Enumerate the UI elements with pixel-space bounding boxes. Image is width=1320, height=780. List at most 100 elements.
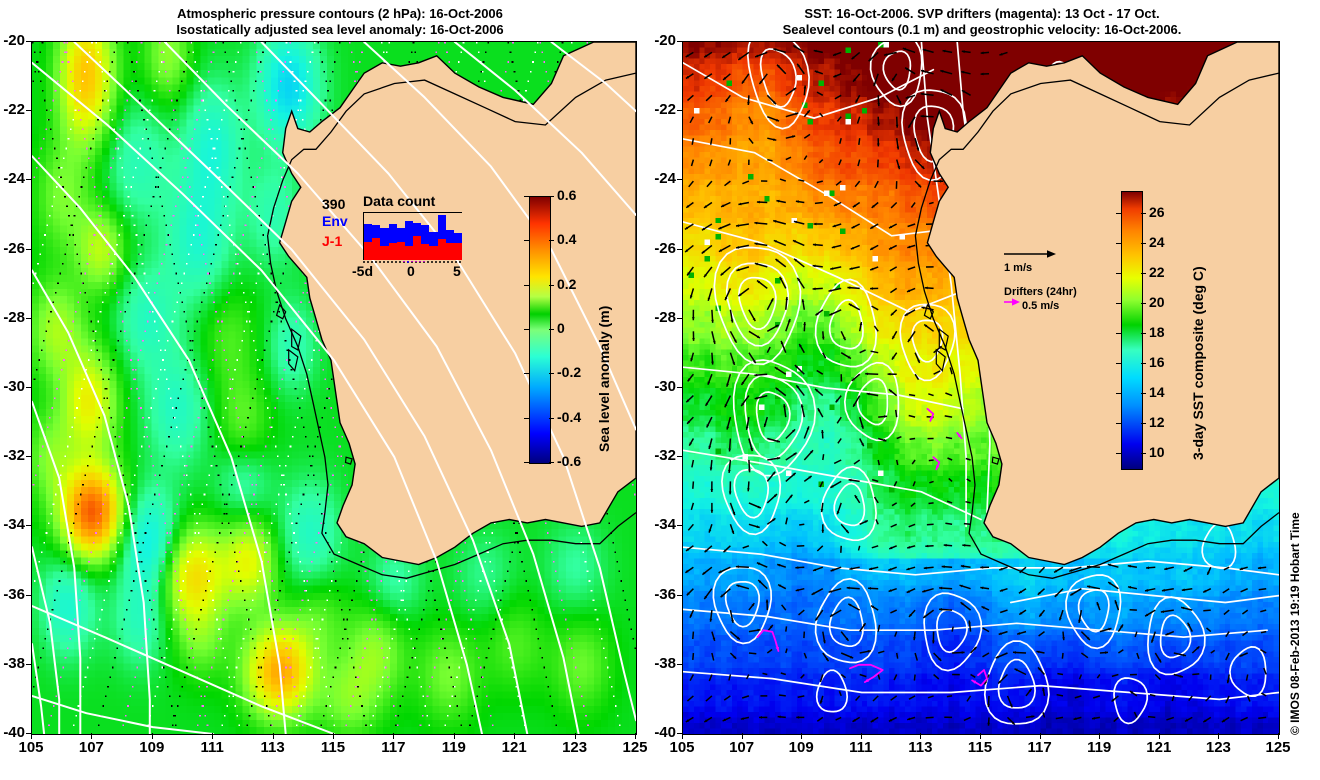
colorbar-tick-mark xyxy=(524,417,529,419)
colorbar-tick-label: 10 xyxy=(1149,444,1165,460)
x-axis-tick-label: 117 xyxy=(368,739,418,756)
x-axis-tick-label: 117 xyxy=(1015,739,1065,756)
x-axis-tick-label: 111 xyxy=(836,739,886,756)
colorbar-tick-mark xyxy=(549,284,554,286)
x-axis-tick-mark xyxy=(1039,733,1041,739)
y-axis-tick-mark xyxy=(26,733,32,734)
y-axis-tick-mark xyxy=(26,456,32,458)
colorbar-tick-label: 0 xyxy=(557,320,565,336)
inset-bar-j1-segment xyxy=(396,241,405,260)
x-axis-tick-label: 105 xyxy=(657,739,707,756)
x-axis-tick-label: 119 xyxy=(429,739,479,756)
inset-bar xyxy=(388,213,397,260)
x-axis-tick-mark xyxy=(212,733,214,739)
colorbar-tick-label: 18 xyxy=(1149,324,1165,340)
y-axis-tick-mark xyxy=(26,317,32,319)
imos-credit: © IMOS 08-Feb-2013 19:19 Hobart Time xyxy=(1288,512,1302,735)
drifter-scale-label: 0.5 m/s xyxy=(1022,300,1059,312)
inset-bar-env-segment xyxy=(404,220,414,247)
colorbar-tick-mark xyxy=(1141,453,1146,455)
colorbar-tick-mark xyxy=(1141,393,1146,395)
inset-bar xyxy=(453,213,463,260)
colorbar-tick-label: 14 xyxy=(1149,384,1165,400)
colorbar-tick-mark xyxy=(549,196,554,197)
x-axis-tick-label: 107 xyxy=(66,739,116,756)
inset-bar xyxy=(437,213,446,260)
y-axis-tick-label: -30 xyxy=(0,378,25,395)
y-axis-tick-label: -38 xyxy=(0,655,25,672)
inset-x-axis xyxy=(363,261,462,263)
x-axis-tick-label: 123 xyxy=(550,739,600,756)
shelf-contour xyxy=(266,72,636,579)
y-axis-tick-label: -34 xyxy=(636,516,676,533)
sst-colorbar-gradient xyxy=(1122,192,1142,469)
inset-x-label-right: 5 xyxy=(453,263,461,279)
y-axis-tick-mark xyxy=(677,317,683,319)
colorbar-tick-label: 0.2 xyxy=(557,276,576,292)
colorbar-tick-mark xyxy=(549,329,554,330)
right-panel-title: SST: 16-Oct-2006. SVP drifters (magenta)… xyxy=(682,6,1282,38)
x-axis-tick-label: 109 xyxy=(127,739,177,756)
y-axis-tick-label: -22 xyxy=(0,101,25,118)
inset-bar-j1-segment xyxy=(388,242,397,260)
inset-legend-env: Env xyxy=(322,213,348,229)
pressure-contours xyxy=(32,42,636,734)
colorbar-tick-mark xyxy=(524,196,529,197)
colorbar-tick-label: 0.4 xyxy=(557,231,576,247)
inset-bar-env-segment xyxy=(388,224,397,243)
inset-bar xyxy=(380,213,389,260)
y-axis-tick-mark xyxy=(677,41,683,42)
colorbar-tick-mark xyxy=(1141,213,1146,215)
inset-bar-env-segment xyxy=(380,227,389,246)
inset-bar xyxy=(413,213,422,260)
colorbar-tick-label: -0.4 xyxy=(557,409,581,425)
left-panel-title: Atmospheric pressure contours (2 hPa): 1… xyxy=(40,6,640,38)
x-axis-tick-label: 107 xyxy=(717,739,767,756)
x-axis-tick-label: 125 xyxy=(1253,739,1303,756)
inset-bar-env-segment xyxy=(445,229,454,243)
x-axis-tick-label: 119 xyxy=(1074,739,1124,756)
geostrophic-velocity-vectors xyxy=(684,44,1267,726)
colorbar-tick-mark xyxy=(524,240,529,242)
x-axis-tick-mark xyxy=(980,733,981,739)
sla-colorbar-gradient xyxy=(530,197,550,463)
y-axis-tick-label: -24 xyxy=(0,170,25,187)
inset-x-label-left: -5d xyxy=(352,263,373,279)
colorbar-tick-mark xyxy=(1116,363,1121,365)
inset-bar-env-segment xyxy=(413,223,422,236)
y-axis-tick-mark xyxy=(26,663,32,665)
y-axis-tick-mark xyxy=(26,248,32,250)
inset-bar-env-segment xyxy=(429,231,438,247)
inset-bar-env-segment xyxy=(396,227,405,242)
x-axis-tick-mark xyxy=(1278,733,1279,739)
colorbar-tick-label: 0.6 xyxy=(557,187,576,203)
colorbar-tick-mark xyxy=(1116,333,1121,335)
inset-bar-env-segment xyxy=(372,224,381,239)
y-axis-tick-label: -40 xyxy=(636,724,676,741)
colorbar-tick-mark xyxy=(1116,243,1121,245)
colorbar-tick-mark xyxy=(1116,303,1121,305)
inset-bar-env-segment xyxy=(453,233,463,244)
colorbar-tick-mark xyxy=(1141,273,1146,275)
y-axis-tick-label: -22 xyxy=(636,101,676,118)
inset-bar-env-segment xyxy=(364,224,373,242)
colorbar-tick-mark xyxy=(1116,453,1121,455)
inset-bar-j1-segment xyxy=(429,246,438,260)
y-axis-tick-label: -20 xyxy=(0,32,25,49)
y-axis-tick-label: -38 xyxy=(636,655,676,672)
inset-bar-j1-segment xyxy=(372,238,381,260)
colorbar-tick-mark xyxy=(1116,393,1121,395)
colorbar-tick-mark xyxy=(1141,303,1146,305)
colorbar-tick-mark xyxy=(1141,243,1146,245)
y-axis-tick-mark xyxy=(677,663,683,665)
drifter-scale-arrow-icon xyxy=(1004,298,1020,306)
drifters-key-label: Drifters (24hr) xyxy=(1004,286,1077,298)
inset-title: Data count xyxy=(363,193,435,209)
colorbar-tick-label: 12 xyxy=(1149,414,1165,430)
x-axis-tick-mark xyxy=(514,733,516,739)
inset-bar xyxy=(445,213,454,260)
left-title-line-2: Isostatically adjusted sea level anomaly… xyxy=(40,22,640,38)
y-axis-tick-mark xyxy=(677,594,683,596)
right-title-line-2: Sealevel contours (0.1 m) and geostrophi… xyxy=(682,22,1282,38)
